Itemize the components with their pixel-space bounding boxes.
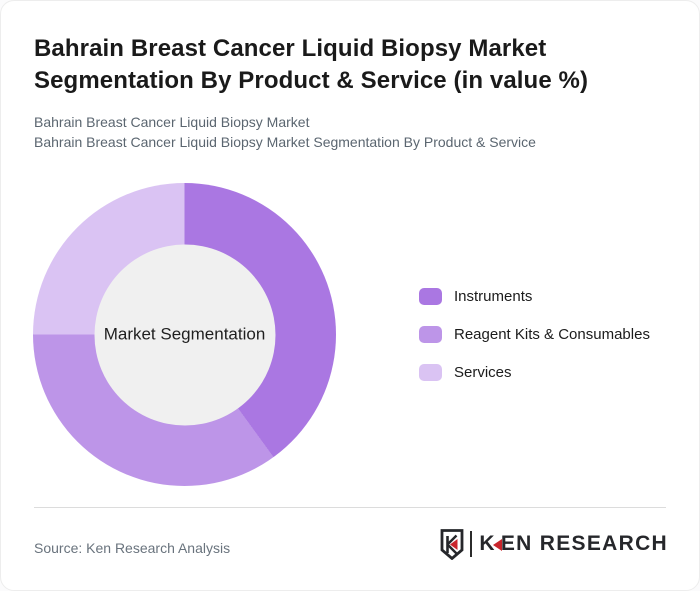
logo-text-rest: EN RESEARCH <box>500 532 668 555</box>
legend-label-services: Services <box>454 364 512 381</box>
legend-swatch-services <box>419 364 442 381</box>
legend-swatch-instruments <box>419 288 442 305</box>
donut-center-label: Market Segmentation <box>103 324 266 344</box>
chart-subtitle: Bahrain Breast Cancer Liquid Biopsy Mark… <box>34 113 536 152</box>
legend-label-reagent-kits: Reagent Kits & Consumables <box>454 326 650 343</box>
subtitle-line-1: Bahrain Breast Cancer Liquid Biopsy Mark… <box>34 114 310 130</box>
donut-hole: Market Segmentation <box>94 244 275 425</box>
ken-research-logo: K EN RESEARCH <box>440 528 668 560</box>
footer-divider <box>34 507 666 508</box>
page-title: Bahrain Breast Cancer Liquid Biopsy Mark… <box>34 33 588 97</box>
legend-item-instruments: Instruments <box>419 288 650 305</box>
legend-item-reagent-kits: Reagent Kits & Consumables <box>419 326 650 343</box>
subtitle-line-2: Bahrain Breast Cancer Liquid Biopsy Mark… <box>34 133 536 150</box>
source-note: Source: Ken Research Analysis <box>34 540 231 556</box>
logo-divider-bar <box>470 531 473 557</box>
chart-legend: Instruments Reagent Kits & Consumables S… <box>419 288 650 402</box>
donut-chart: Market Segmentation <box>33 183 336 486</box>
logo-letter-k: K <box>479 532 496 555</box>
legend-swatch-reagent-kits <box>419 326 442 343</box>
ken-research-shield-icon <box>440 528 464 560</box>
legend-item-services: Services <box>419 364 650 381</box>
logo-text: K EN RESEARCH <box>479 532 668 556</box>
logo-red-triangle-icon <box>492 538 502 551</box>
legend-label-instruments: Instruments <box>454 288 533 305</box>
title-line-2: Segmentation By Product & Service (in va… <box>34 67 589 94</box>
title-line-1: Bahrain Breast Cancer Liquid Biopsy Mark… <box>34 35 547 62</box>
